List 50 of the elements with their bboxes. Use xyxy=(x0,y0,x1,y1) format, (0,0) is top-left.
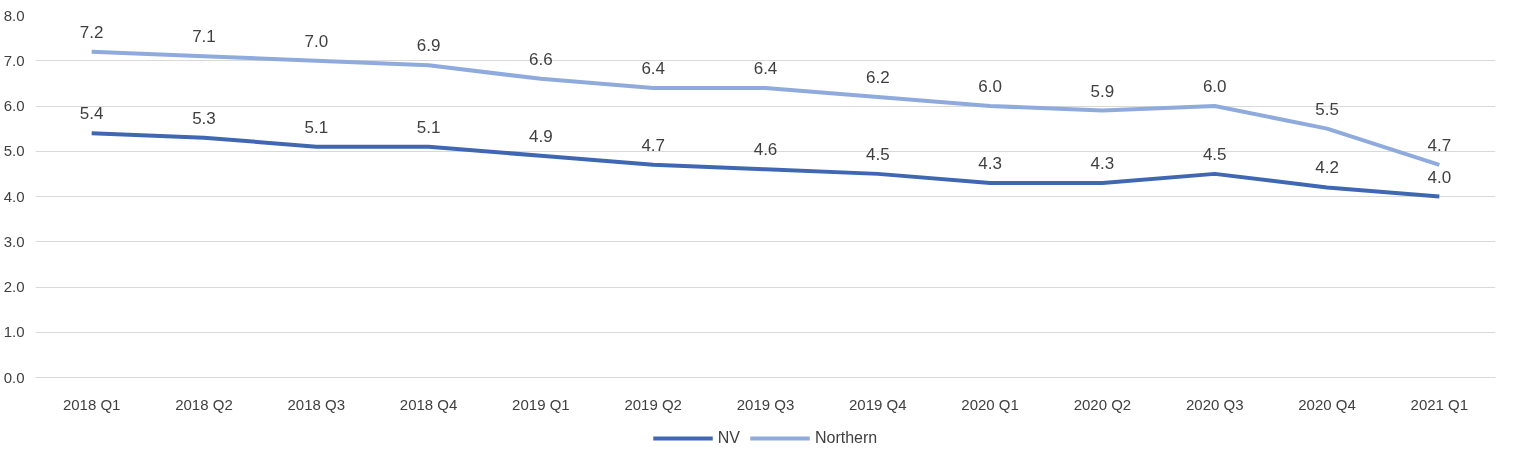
y-tick-label: 3.0 xyxy=(3,232,25,250)
x-tick-label: 2018 Q2 xyxy=(175,395,233,413)
data-label: 4.3 xyxy=(978,153,1002,173)
data-label: 7.0 xyxy=(304,31,329,51)
y-tick-label: 7.0 xyxy=(3,51,25,69)
x-tick-label: 2021 Q1 xyxy=(1410,395,1469,413)
data-label: 4.0 xyxy=(1427,167,1452,187)
y-tick-label: 4.0 xyxy=(3,187,25,205)
y-tick-label: 8.0 xyxy=(3,6,25,24)
data-label: 7.1 xyxy=(192,27,216,47)
y-tick-label: 1.0 xyxy=(3,323,25,341)
x-tick-label: 2020 Q2 xyxy=(1073,395,1132,413)
data-label: 6.4 xyxy=(641,58,666,78)
data-label: 5.1 xyxy=(304,117,329,137)
x-tick-label: 2020 Q3 xyxy=(1185,395,1244,413)
data-label: 4.9 xyxy=(529,126,553,146)
data-label: 5.3 xyxy=(192,108,216,128)
data-label: 7.2 xyxy=(79,22,104,42)
x-tick-label: 2019 Q1 xyxy=(512,395,570,413)
data-label: 4.6 xyxy=(753,140,778,160)
data-label: 4.5 xyxy=(1202,144,1227,164)
data-label: 4.7 xyxy=(1427,135,1452,155)
data-label: 4.2 xyxy=(1315,158,1339,178)
data-label: 6.4 xyxy=(753,58,778,78)
legend-label: Northern xyxy=(814,428,878,447)
legend-label: NV xyxy=(717,428,740,447)
x-tick-label: 2019 Q3 xyxy=(736,395,795,413)
x-tick-label: 2018 Q1 xyxy=(62,395,121,413)
y-tick-label: 6.0 xyxy=(3,97,25,114)
x-tick-label: 2019 Q2 xyxy=(624,395,682,413)
data-label: 4.5 xyxy=(865,144,890,164)
y-tick-label: 2.0 xyxy=(3,278,25,295)
x-tick-label: 2020 Q4 xyxy=(1298,395,1356,413)
x-tick-label: 2018 Q3 xyxy=(287,395,346,413)
y-tick-label: 5.0 xyxy=(3,142,25,160)
x-tick-label: 2018 Q4 xyxy=(399,395,458,413)
x-tick-label: 2019 Q4 xyxy=(849,395,907,413)
data-label: 5.5 xyxy=(1315,99,1339,119)
data-label: 6.9 xyxy=(416,36,441,56)
data-label: 4.7 xyxy=(641,135,666,155)
x-tick-label: 2020 Q1 xyxy=(961,395,1019,413)
data-label: 6.6 xyxy=(529,49,553,69)
data-label: 5.1 xyxy=(416,117,441,137)
data-label: 4.3 xyxy=(1090,153,1115,173)
data-label: 6.2 xyxy=(865,67,890,87)
data-label: 6.0 xyxy=(978,77,1002,96)
data-label: 5.9 xyxy=(1090,81,1115,101)
y-tick-label: 0.0 xyxy=(3,368,25,386)
data-label: 5.4 xyxy=(79,104,104,124)
data-label: 6.0 xyxy=(1202,77,1227,96)
